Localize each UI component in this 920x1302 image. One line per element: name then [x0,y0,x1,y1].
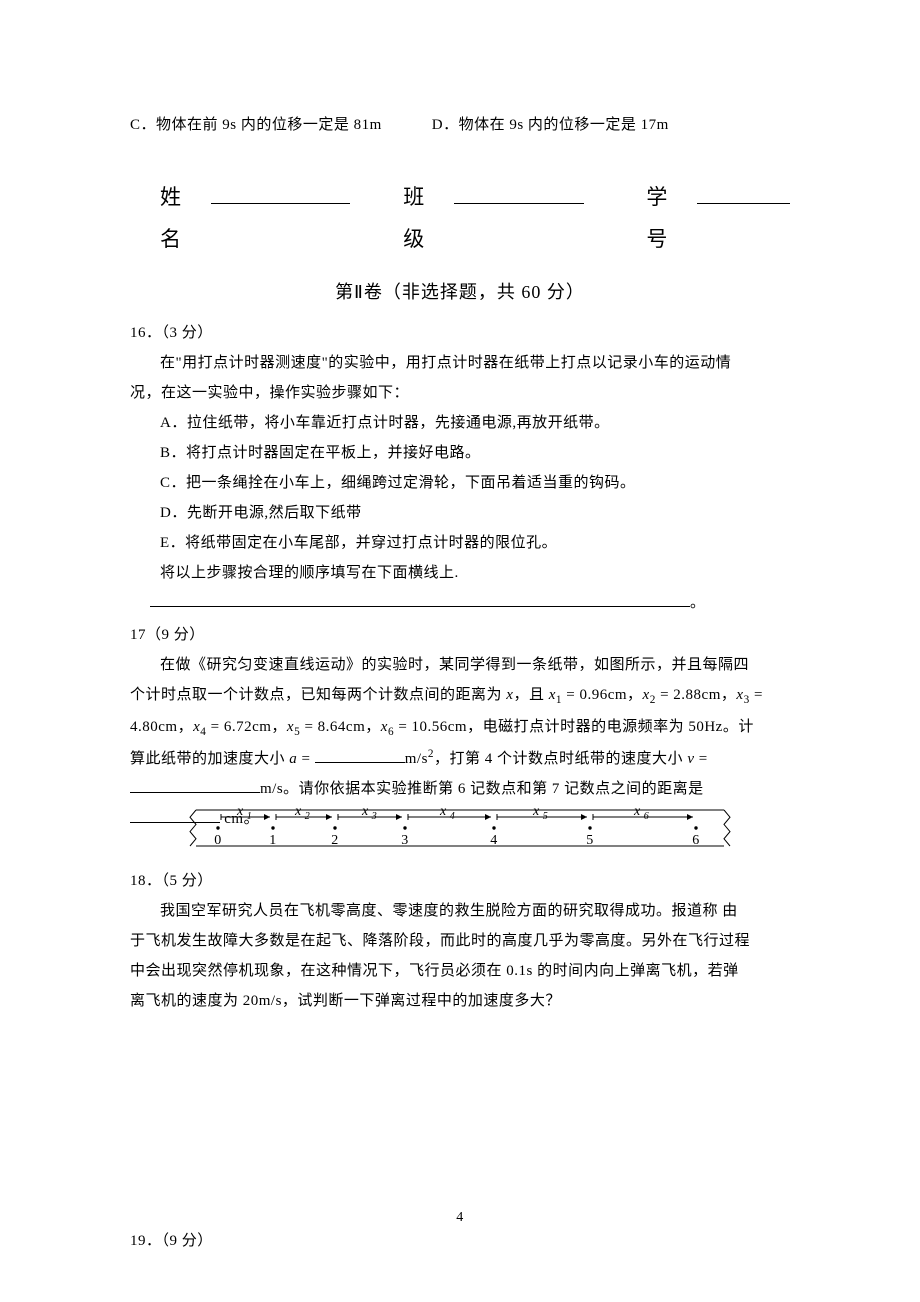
q17-line4: 算此纸带的加速度大小 a = m/s2，打第 4 个计数点时纸带的速度大小 v … [130,743,790,774]
q16-opt-e: E．将纸带固定在小车尾部，并穿过打点计时器的限位孔。 [130,528,790,558]
class-blank[interactable] [454,189,584,204]
q16-opt-d: D．先断开电源,然后取下纸带 [130,498,790,528]
q17-figure-row: cm。 0123456x 1x 2x 3x 4x 5x 6 [130,804,790,862]
q18-line1: 我国空军研究人员在飞机零高度、零速度的救生脱险方面的研究取得成功。报道称 由 [130,896,790,926]
q16-opt-a: A．拉住纸带，将小车靠近打点计时器，先接通电源,再放开纸带。 [130,408,790,438]
id-blank[interactable] [697,189,790,204]
q16-order-instruction: 将以上步骤按合理的顺序填写在下面横线上. [130,558,790,588]
q16-end-punc: 。 [690,595,706,611]
q16-header: 16．（3 分） [130,318,790,348]
q16-opt-c: C．把一条绳拴在小车上，细绳跨过定滑轮，下面吊着适当重的钩码。 [130,468,790,498]
q16-blank[interactable] [150,606,690,607]
q17-line2: 个计时点取一个计数点，已知每两个计数点间的距离为 x，且 x1 = 0.96cm… [130,680,790,712]
svg-text:3: 3 [401,833,409,848]
q17-line3: 4.80cm，x4 = 6.72cm，x5 = 8.64cm，x6 = 10.5… [130,712,790,744]
answer-option-c: C．物体在前 9s 内的位移一定是 81m [130,110,382,140]
q17-header: 17（9 分） [130,620,790,650]
svg-text:5: 5 [586,833,594,848]
svg-text:6: 6 [692,833,700,848]
q18-line2: 于飞机发生故障大多数是在起飞、降落阶段，而此时的高度几乎为零高度。另外在飞行过程 [130,926,790,956]
id-label: 学号 [646,176,689,260]
q18-line4: 离飞机的速度为 20m/s，试判断一下弹离过程中的加速度多大？ [130,986,790,1016]
section-title: 第Ⅱ卷（非选择题，共 60 分） [130,274,790,310]
q18-line3: 中会出现突然停机现象，在这种情况下，飞行员必须在 0.1s 的时间内向上弹离飞机… [130,956,790,986]
q16-answer-line: 。 [150,588,790,618]
svg-text:x 1: x 1 [236,804,252,822]
name-label: 姓名 [160,176,203,260]
q16-opt-b: B．将打点计时器固定在平板上，并接好电路。 [130,438,790,468]
q17-a-blank[interactable] [315,762,405,763]
page-number: 4 [0,1204,920,1232]
svg-text:4: 4 [490,833,498,848]
prev-answer-row: C．物体在前 9s 内的位移一定是 81m D．物体在 9s 内的位移一定是 1… [130,110,790,140]
svg-text:x 4: x 4 [439,804,455,822]
svg-text:x 5: x 5 [532,804,548,822]
q17-v-blank[interactable] [130,792,260,793]
svg-text:x 3: x 3 [361,804,377,822]
svg-text:0: 0 [214,833,222,848]
q16-intro-2: 况，在这一实验中，操作实验步骤如下： [130,378,790,408]
student-info-header: 姓名 班级 学号 [130,176,790,260]
svg-text:2: 2 [331,833,339,848]
q18-header: 18．（5 分） [130,866,790,896]
class-label: 班级 [403,176,446,260]
svg-text:1: 1 [269,833,277,848]
tape-diagram: 0 1 2 3 4 5 6 x 1 x 2 x 3 x 4 x 5 x 6 [180,802,760,858]
svg-text:x 2: x 2 [294,804,310,822]
name-blank[interactable] [211,189,350,204]
q16-intro-1: 在"用打点计时器测速度"的实验中，用打点计时器在纸带上打点以记录小车的运动情 [130,348,790,378]
q17-line5: m/s。请你依据本实验推断第 6 记数点和第 7 记数点之间的距离是 [130,774,790,804]
svg-text:x 6: x 6 [633,804,649,822]
q17-line1: 在做《研究匀变速直线运动》的实验时，某同学得到一条纸带，如图所示，并且每隔四 [130,650,790,680]
answer-option-d: D．物体在 9s 内的位移一定是 17m [432,110,669,140]
